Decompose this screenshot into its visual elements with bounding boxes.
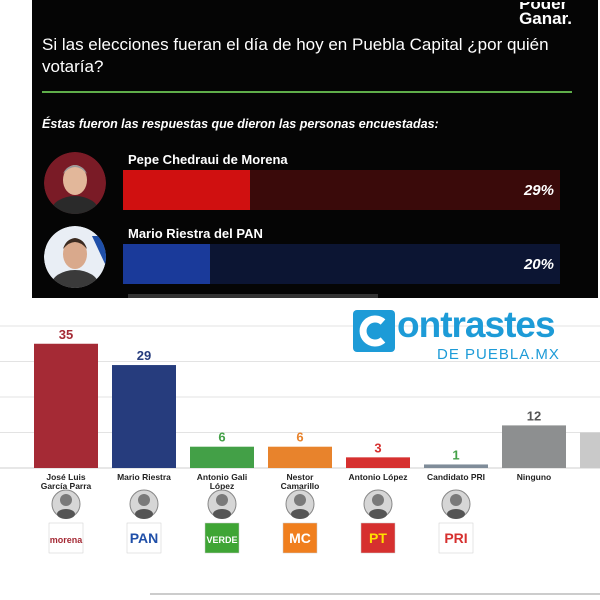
result-bar-fill bbox=[123, 244, 211, 284]
avatar-head bbox=[60, 494, 72, 506]
bar-value-label: 6 bbox=[218, 430, 225, 445]
divider bbox=[42, 91, 572, 93]
bar bbox=[424, 464, 488, 468]
bar bbox=[268, 446, 332, 468]
party-logo-text: VERDE bbox=[206, 535, 237, 545]
avatar-head bbox=[138, 494, 150, 506]
bar bbox=[580, 432, 600, 468]
cropped-row-hint bbox=[128, 294, 378, 298]
poll-subtitle: Éstas fueron las respuestas que dieron l… bbox=[42, 117, 439, 131]
bar bbox=[34, 343, 98, 468]
result-bar-track: 29% bbox=[123, 170, 560, 210]
logo-title: ontrastes bbox=[397, 304, 556, 345]
party-logo-text: morena bbox=[50, 535, 84, 545]
category-label: Nestor bbox=[287, 472, 315, 482]
party-logo-text: PAN bbox=[130, 530, 159, 546]
bar bbox=[502, 425, 566, 468]
candidate-photo bbox=[44, 152, 106, 214]
brand-line-2: Ganar. bbox=[519, 9, 572, 28]
contrastes-c-icon bbox=[353, 310, 395, 352]
avatar-head bbox=[372, 494, 384, 506]
avatar-body bbox=[369, 509, 387, 519]
candidate-row: Pepe Chedraui de Morena 29% bbox=[44, 152, 574, 216]
bar bbox=[112, 365, 176, 468]
result-percent: 20% bbox=[523, 256, 554, 273]
result-percent: 29% bbox=[523, 182, 554, 199]
candidate-photo bbox=[44, 226, 106, 288]
poll-question: Si las elecciones fueran el día de hoy e… bbox=[42, 35, 549, 76]
candidate-row: Mario Riestra del PAN 20% bbox=[44, 226, 574, 290]
party-logo bbox=[438, 522, 474, 554]
avatar-head bbox=[216, 494, 228, 506]
party-logo bbox=[360, 522, 396, 554]
bar bbox=[190, 446, 254, 468]
category-label: Mario Riestra bbox=[117, 472, 171, 482]
brand-logo: Poder Ganar. bbox=[519, 2, 572, 27]
category-label: Antonio Gali bbox=[197, 472, 248, 482]
category-label: Camarillo bbox=[281, 481, 320, 491]
party-logo bbox=[282, 522, 318, 554]
avatar-body bbox=[291, 509, 309, 519]
result-bar-track: 20% bbox=[123, 244, 560, 284]
bar-value-label: 6 bbox=[296, 430, 303, 445]
avatar-body bbox=[447, 509, 465, 519]
avatar-head bbox=[450, 494, 462, 506]
category-label: Candidato PRI bbox=[427, 472, 485, 482]
candidate-name: Mario Riestra del PAN bbox=[128, 226, 263, 241]
bar-value-label: 12 bbox=[527, 408, 541, 423]
candidate-name: Pepe Chedraui de Morena bbox=[128, 152, 288, 167]
category-label: Antonio López bbox=[348, 472, 407, 482]
avatar-head bbox=[294, 494, 306, 506]
category-label: Ninguno bbox=[517, 472, 551, 482]
brand-line-1: Poder bbox=[519, 2, 572, 10]
logo-subtitle: DE PUEBLA.MX bbox=[437, 346, 560, 363]
category-label: López bbox=[210, 481, 235, 491]
party-logo bbox=[204, 522, 240, 554]
bar-value-label: 1 bbox=[452, 447, 459, 462]
party-logo-text: PRI bbox=[444, 530, 467, 546]
party-logo-text: MC bbox=[289, 530, 311, 546]
party-logo bbox=[48, 522, 84, 554]
party-logo-text: PT bbox=[369, 530, 387, 546]
bar-value-label: 29 bbox=[137, 348, 151, 363]
category-label: García Parra bbox=[41, 481, 92, 491]
result-bar-fill bbox=[123, 170, 250, 210]
avatar-body bbox=[135, 509, 153, 519]
party-logo bbox=[126, 522, 162, 554]
poll-panel-bottom: 35 José Luis García Parra morena 29 Mario Rie… bbox=[0, 298, 600, 600]
avatar-body bbox=[213, 509, 231, 519]
poll-panel-top: Poder Ganar. Si las elecciones fueran el… bbox=[32, 0, 598, 298]
avatar-body bbox=[57, 509, 75, 519]
bar-value-label: 35 bbox=[59, 327, 73, 342]
bar-value-label: 3 bbox=[374, 440, 381, 455]
bar bbox=[346, 457, 410, 468]
contrastes-logo: ontrastes DE PUEBLA.MX bbox=[353, 304, 573, 364]
category-label: José Luis bbox=[46, 472, 85, 482]
